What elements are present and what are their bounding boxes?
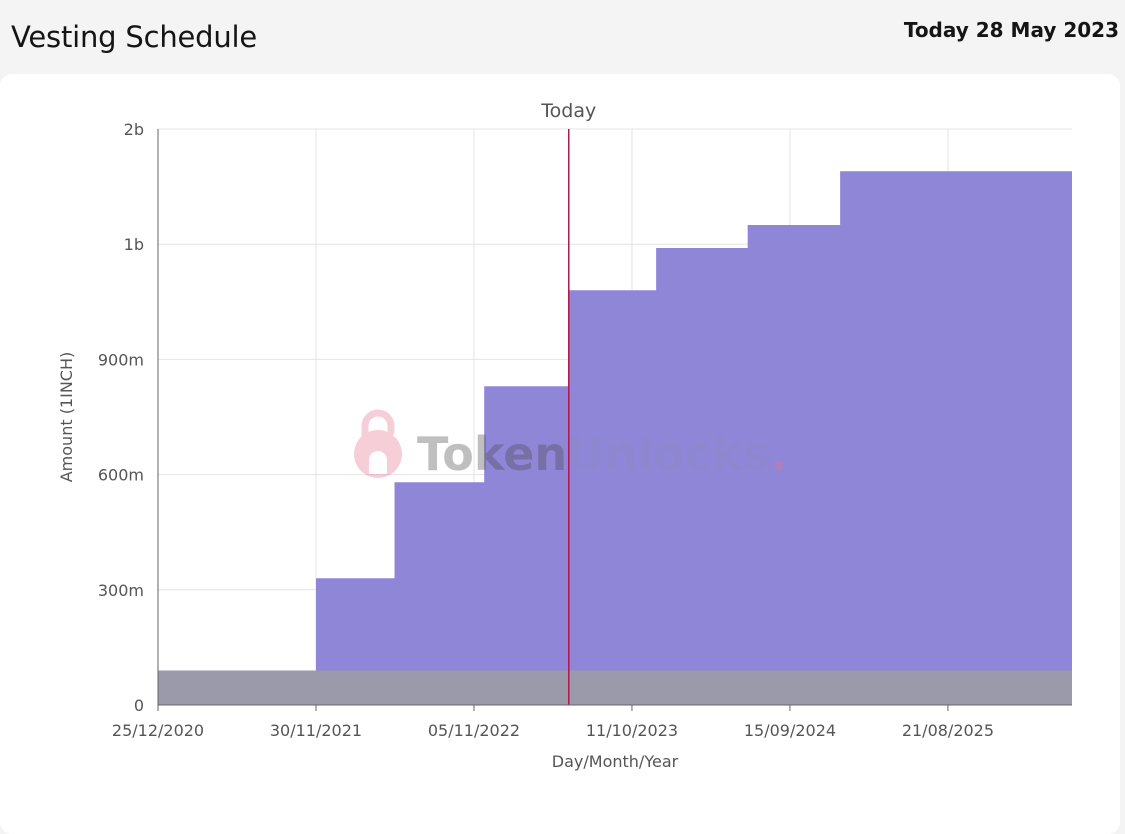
vesting-chart: TokenUnlocks. Today 0 300m 600m 900m 1b 2b 25/… bbox=[57, 100, 1072, 771]
watermark-brand-dot: . bbox=[770, 427, 787, 481]
watermark-brand-unlocks: Unlocks bbox=[567, 427, 770, 481]
x-tick-label: 15/09/2024 bbox=[744, 721, 836, 740]
page-title: Vesting Schedule bbox=[11, 20, 258, 54]
series-area-0 bbox=[158, 171, 1072, 705]
tokenunlocks-watermark: TokenUnlocks. bbox=[354, 409, 787, 481]
y-tick-label: 1b bbox=[124, 235, 144, 254]
y-tick-label: 0 bbox=[134, 696, 144, 715]
y-tick-label: 2b bbox=[124, 120, 144, 139]
y-tick-label: 300m bbox=[98, 581, 144, 600]
x-tick-label: 21/08/2025 bbox=[902, 721, 994, 740]
x-axis-title: Day/Month/Year bbox=[552, 752, 679, 771]
axes: 0 300m 600m 900m 1b 2b 25/12/2020 30/11/2021 05/… bbox=[98, 120, 1072, 740]
x-tick-label: 11/10/2023 bbox=[586, 721, 678, 740]
y-tick-label: 900m bbox=[98, 350, 144, 369]
today-marker-label: Today bbox=[540, 100, 596, 122]
y-tick-label: 600m bbox=[98, 466, 144, 485]
series-area-1 bbox=[158, 670, 1072, 705]
y-axis-title: Amount (1INCH) bbox=[57, 352, 76, 483]
svg-text:TokenUnlocks.: TokenUnlocks. bbox=[417, 427, 787, 481]
watermark-brand-token: Token bbox=[417, 427, 567, 481]
area-series bbox=[158, 171, 1072, 705]
lock-logo-icon bbox=[354, 409, 402, 478]
x-tick-label: 25/12/2020 bbox=[112, 721, 204, 740]
x-tick-label: 30/11/2021 bbox=[270, 721, 362, 740]
today-marker: Today bbox=[540, 100, 596, 705]
x-tick-label: 05/11/2022 bbox=[428, 721, 520, 740]
today-date-label: Today 28 May 2023 bbox=[903, 18, 1119, 42]
chart-card: TokenUnlocks. Today 0 300m 600m 900m 1b 2b 25/… bbox=[0, 74, 1120, 834]
